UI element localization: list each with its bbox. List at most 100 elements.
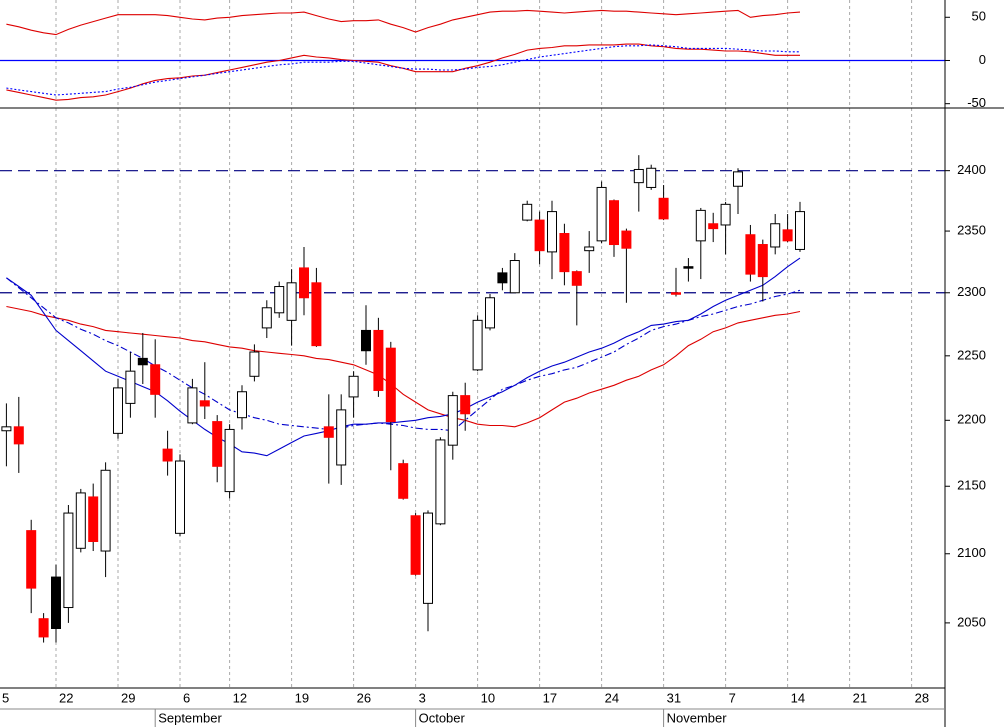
y-tick-label: 0	[979, 52, 986, 67]
candle-body	[770, 223, 781, 248]
candle-body	[187, 387, 198, 424]
candle-body	[795, 211, 805, 250]
candle-body	[609, 200, 619, 246]
candle-body	[13, 426, 24, 445]
candle-body	[323, 426, 334, 438]
candle-body	[274, 286, 285, 314]
candle-body	[596, 186, 607, 242]
y-tick-label: 2300	[957, 284, 986, 299]
candle-body	[137, 357, 148, 366]
candle-body	[398, 463, 409, 499]
x-tick-label: 3	[419, 690, 426, 705]
indicator-line	[6, 9, 801, 36]
candle-body	[695, 209, 706, 242]
candle-body	[175, 460, 185, 534]
y-tick-label: 2050	[957, 614, 986, 629]
candle-body	[782, 229, 793, 242]
x-tick-label: 14	[791, 690, 805, 705]
y-tick-label: 2350	[957, 223, 986, 238]
x-tick-label: 21	[853, 690, 867, 705]
candle-body	[646, 167, 657, 188]
candle-body	[460, 395, 471, 415]
candle-body	[38, 618, 49, 638]
candle-body	[410, 515, 421, 575]
candle-body	[26, 530, 37, 589]
candle-body	[348, 375, 359, 398]
candle-body	[671, 292, 681, 295]
candle-body	[51, 576, 61, 629]
y-tick-label: 50	[972, 9, 986, 24]
x-tick-label: 24	[605, 690, 619, 705]
candle-body	[584, 246, 595, 252]
x-tick-label: 17	[543, 690, 557, 705]
x-tick-label: 31	[667, 690, 681, 705]
candle-body	[261, 307, 272, 329]
month-label: November	[667, 710, 728, 725]
candle-body	[113, 387, 123, 434]
candle-body	[237, 391, 247, 419]
x-tick-label: 22	[59, 690, 73, 705]
candle-body	[423, 512, 433, 604]
candle-body	[125, 370, 136, 404]
candle-body	[385, 347, 396, 423]
candle-body	[497, 272, 508, 284]
y-tick-label: 2200	[957, 412, 986, 427]
x-tick-label: 28	[915, 690, 929, 705]
x-tick-label: 10	[481, 690, 495, 705]
candle-body	[249, 351, 260, 377]
candle-body	[162, 448, 173, 462]
candle-body	[447, 395, 458, 446]
x-tick-label: 19	[295, 690, 309, 705]
y-tick-label: 2250	[957, 347, 986, 362]
candle-body	[63, 512, 74, 609]
moving-average	[6, 305, 801, 428]
candle-body	[361, 329, 371, 352]
candle-body	[1, 426, 12, 432]
candle-body	[336, 409, 347, 466]
moving-average	[6, 277, 801, 432]
candle-body	[509, 260, 520, 294]
candle-body	[286, 282, 297, 321]
candle-body	[75, 492, 86, 549]
candle-body	[150, 364, 161, 395]
candle-body	[658, 197, 669, 220]
candle-body	[472, 319, 483, 371]
candle-body	[100, 469, 111, 552]
candle-body	[733, 171, 743, 187]
candle-body	[559, 233, 570, 273]
candle-body	[547, 211, 557, 253]
y-tick-label: 2400	[957, 162, 986, 177]
candle-body	[633, 168, 644, 184]
candle-body	[224, 428, 235, 493]
candle-body	[534, 219, 545, 252]
x-tick-label: 26	[357, 690, 371, 705]
candle-body	[708, 223, 719, 230]
candle-body	[435, 439, 446, 525]
y-tick-label: 2150	[957, 478, 986, 493]
month-label: September	[158, 710, 222, 725]
y-tick-label: 2100	[957, 545, 986, 560]
candle-body	[88, 496, 99, 542]
candle-body	[745, 234, 756, 275]
candle-body	[199, 400, 210, 407]
x-tick-label: 7	[729, 690, 736, 705]
candle-body	[299, 267, 309, 299]
candle-body	[311, 282, 322, 347]
candle-body	[571, 271, 582, 286]
candle-body	[621, 230, 632, 249]
month-label: October	[419, 710, 466, 725]
candle-body	[485, 297, 495, 329]
candle-body	[683, 266, 694, 269]
candle-body	[373, 329, 384, 391]
candle-body	[212, 421, 223, 467]
moving-average	[6, 257, 801, 457]
x-tick-label: 29	[121, 690, 135, 705]
candle-body	[757, 244, 768, 278]
indicator-line	[6, 44, 800, 96]
candle-body	[522, 203, 533, 221]
y-tick-label: -50	[967, 95, 986, 110]
x-tick-label: 5	[2, 690, 9, 705]
